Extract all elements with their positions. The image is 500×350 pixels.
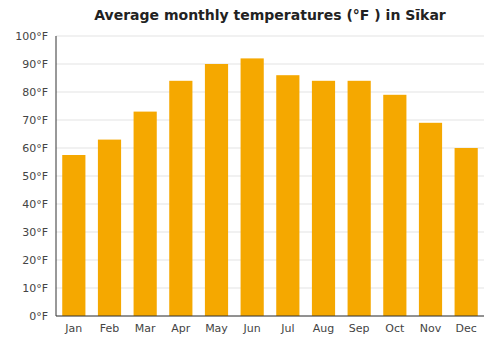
grid-line: [56, 316, 484, 317]
y-tick-label: 50°F: [22, 170, 48, 183]
grid-line: [56, 120, 484, 121]
x-tick-label: Oct: [385, 322, 405, 335]
grid-line: [56, 64, 484, 65]
bar: [205, 64, 228, 316]
bars: [62, 58, 478, 316]
grid-line: [56, 92, 484, 93]
x-tick-label: Aug: [313, 322, 334, 335]
x-tick-label: Sep: [349, 322, 370, 335]
title: Average monthly temperatures (°F ) in Sī…: [94, 7, 446, 23]
y-tick-label: 80°F: [22, 86, 48, 99]
bar: [419, 123, 442, 316]
grid-line: [56, 36, 484, 37]
y-tick-label: 40°F: [22, 198, 48, 211]
bar: [98, 140, 121, 316]
y-tick-label: 90°F: [22, 58, 48, 71]
bar: [312, 81, 335, 316]
x-axis: Jan Feb Mar Apr May Jun Jul Aug Sep Oct Nov Dec: [64, 322, 476, 335]
grid: [56, 36, 484, 316]
y-tick-label: 30°F: [22, 226, 48, 239]
x-tick-label: Feb: [100, 322, 119, 335]
bar: [348, 81, 371, 316]
bar: [241, 58, 264, 316]
x-tick-label: Mar: [135, 322, 156, 335]
bar: [455, 148, 478, 316]
bar: [169, 81, 192, 316]
x-axis-line: [56, 316, 484, 317]
y-tick-label: 70°F: [22, 114, 48, 127]
x-tick-label: May: [205, 322, 228, 335]
x-tick-label: Nov: [420, 322, 442, 335]
x-tick-label: Dec: [456, 322, 477, 335]
bar: [276, 75, 299, 316]
x-tick-label: Jul: [280, 322, 294, 335]
x-tick-label: Jan: [64, 322, 82, 335]
y-axis: 0°F 10°F 20°F 30°F 40°F 50°F 60°F 70°F 80°F 90°F 1…: [15, 30, 48, 323]
bar: [134, 112, 157, 316]
chart-svg: Average monthly temperatures (°F ) in Sī…: [0, 0, 500, 350]
y-tick-label: 20°F: [22, 254, 48, 267]
y-tick-label: 10°F: [22, 282, 48, 295]
y-tick-label: 0°F: [29, 310, 48, 323]
bar: [383, 95, 406, 316]
y-axis-line: [56, 36, 57, 316]
chart-container: Average monthly temperatures (°F ) in Sī…: [0, 0, 500, 350]
bar: [62, 155, 85, 316]
y-tick-label: 60°F: [22, 142, 48, 155]
y-tick-label: 100°F: [15, 30, 48, 43]
x-tick-label: Jun: [243, 322, 261, 335]
x-tick-label: Apr: [171, 322, 191, 335]
